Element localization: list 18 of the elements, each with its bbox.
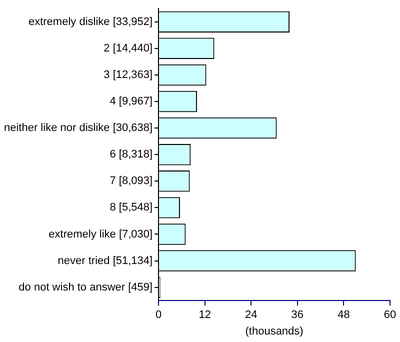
y-tick-label: 8 [5,548] (110, 202, 153, 214)
y-tick-label: extremely dislike [33,952] (28, 16, 153, 28)
y-tick-label: do not wish to answer [459] (18, 281, 153, 294)
x-tick-label: 12 (198, 309, 211, 322)
y-tick-label: 3 [12,363] (104, 68, 153, 81)
y-tick-label: 6 [8,318] (110, 148, 153, 161)
y-tick-label: neither like nor dislike [30,638] (4, 122, 153, 134)
x-tick-label: 60 (384, 309, 396, 322)
y-tick-label: never tried [51,134] (58, 254, 153, 267)
y-tick-label: 2 [14,440] (104, 42, 153, 54)
y-tick-label: 7 [8,093] (110, 175, 153, 188)
x-tick-label: 36 (291, 309, 304, 322)
x-axis-title: (thousands) (245, 325, 304, 338)
x-tick-label: 0 (156, 309, 162, 322)
x-tick-label: 24 (245, 309, 258, 322)
y-tick-label: 4 [9,967] (110, 96, 153, 108)
x-tick-label: 48 (338, 309, 350, 322)
y-tick-label: extremely like [7,030] (48, 228, 153, 240)
